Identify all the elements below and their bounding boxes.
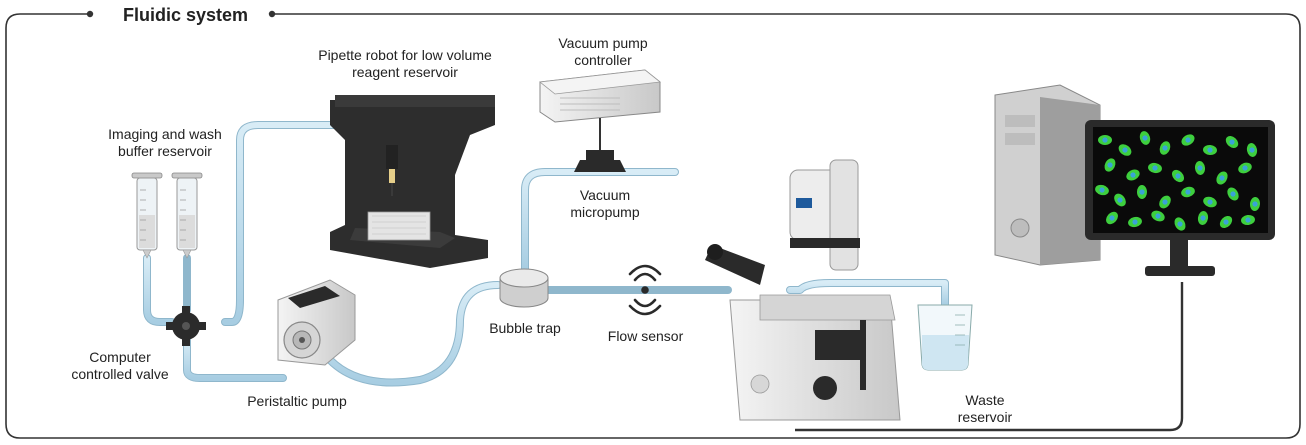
cell-nucleus — [1245, 217, 1251, 223]
cell-nucleus — [1185, 137, 1191, 143]
cell-nucleus — [1219, 175, 1225, 181]
syringe-reservoir-icon — [131, 172, 203, 259]
cell-nucleus — [1230, 191, 1236, 197]
cell-nucleus — [1185, 189, 1191, 195]
label-imaging-reservoir: Imaging and wash buffer reservoir — [108, 126, 222, 159]
cell-nucleus — [1107, 162, 1113, 168]
cell-nucleus — [1177, 221, 1183, 227]
diagram-title: Fluidic system — [119, 5, 253, 26]
valve-icon — [166, 306, 206, 346]
label-peristaltic-pump: Peristaltic pump — [247, 393, 347, 409]
label-bubble-trap: Bubble trap — [489, 320, 561, 336]
cell-nucleus — [1229, 139, 1235, 145]
cell-nucleus — [1139, 189, 1145, 195]
cell-nucleus — [1109, 215, 1115, 221]
cell-image — [1095, 131, 1261, 231]
flow-sensor-icon — [628, 264, 662, 316]
cell-nucleus — [1197, 165, 1203, 171]
cell-nucleus — [1162, 199, 1168, 205]
cell-nucleus — [1117, 197, 1123, 203]
label-valve: Computer controlled valve — [71, 349, 169, 382]
microscope-icon — [705, 159, 901, 421]
label-vacuum-controller: Vacuum pump controller — [558, 35, 648, 68]
cell-nucleus — [1102, 137, 1108, 143]
cell-nucleus — [1130, 172, 1136, 178]
cell-nucleus — [1242, 165, 1248, 171]
cell-nucleus — [1223, 219, 1229, 225]
cell-nucleus — [1099, 187, 1105, 193]
label-vacuum-micropump: Vacuum micropump — [570, 187, 640, 220]
cell-nucleus — [1252, 201, 1258, 207]
cell-nucleus — [1142, 135, 1148, 141]
computer-tower-icon — [994, 84, 1101, 266]
waste-beaker-icon — [917, 304, 973, 371]
label-pipette-robot: Pipette robot for low volume reagent res… — [318, 47, 492, 80]
cell-nucleus — [1162, 145, 1168, 151]
cell-nucleus — [1152, 165, 1158, 171]
tubing — [143, 121, 949, 387]
peristaltic-pump-icon — [277, 279, 356, 366]
monitor-cable — [795, 282, 1184, 432]
pipette-robot-icon — [330, 95, 495, 268]
cell-nucleus — [1122, 147, 1128, 153]
label-waste-reservoir: Waste reservoir — [957, 392, 1013, 425]
cell-nucleus — [1155, 213, 1161, 219]
frame-border — [5, 10, 1301, 439]
cell-nucleus — [1132, 219, 1138, 225]
cell-nucleus — [1175, 173, 1181, 179]
cell-nucleus — [1200, 215, 1206, 221]
label-flow-sensor: Flow sensor — [607, 328, 684, 344]
vacuum-controller-icon — [538, 69, 662, 172]
cell-nucleus — [1207, 199, 1213, 205]
cell-nucleus — [1249, 147, 1255, 153]
bubble-trap-icon — [499, 268, 549, 308]
cell-nucleus — [1207, 147, 1213, 153]
monitor-icon — [1085, 120, 1275, 276]
